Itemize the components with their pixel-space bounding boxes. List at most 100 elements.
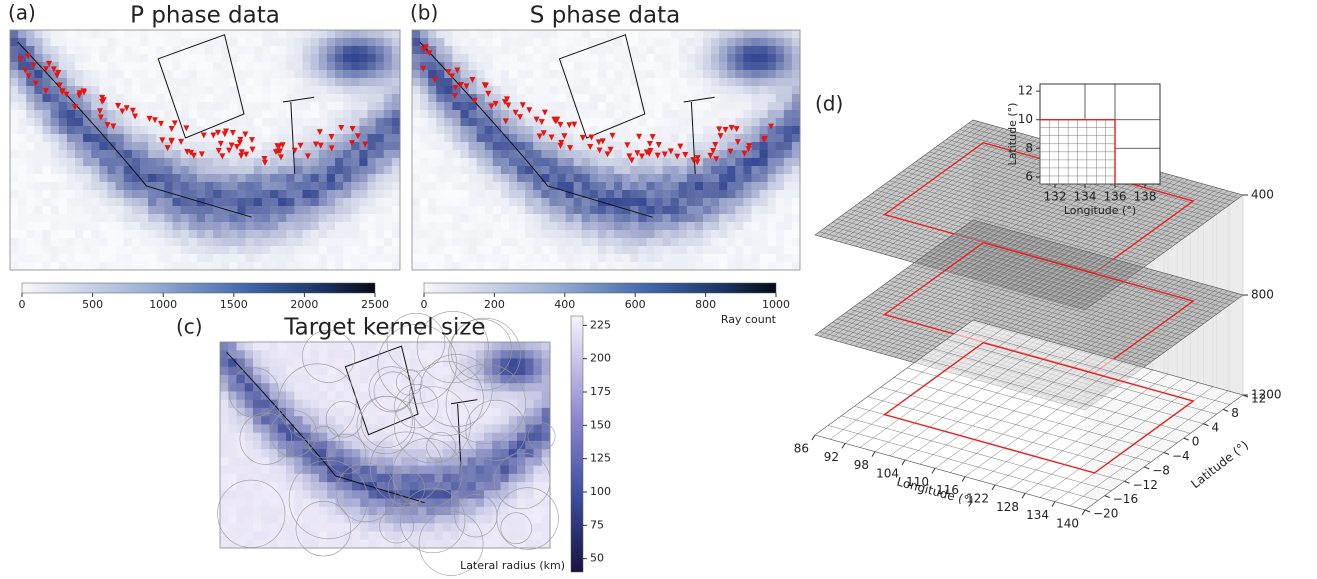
- map-cell: [326, 86, 336, 95]
- map-cell: [335, 262, 344, 271]
- map-cell: [164, 62, 173, 71]
- map-cell: [484, 198, 494, 207]
- map-cell: [228, 515, 237, 524]
- map-cell: [533, 182, 542, 191]
- map-cell: [638, 222, 647, 231]
- map-cell: [269, 432, 279, 442]
- map-cell: [180, 262, 190, 271]
- map-cell: [468, 238, 478, 247]
- map-cell: [58, 30, 68, 39]
- map-cell: [302, 391, 312, 401]
- map-cell: [751, 174, 761, 183]
- map-cell: [26, 102, 35, 111]
- map-cell: [351, 54, 360, 63]
- map-cell: [751, 182, 761, 191]
- map-cell: [375, 166, 385, 175]
- map-cell: [326, 126, 336, 135]
- map-cell: [286, 30, 295, 39]
- station: [588, 134, 595, 141]
- map-cell: [711, 262, 720, 271]
- map-cell: [50, 262, 60, 271]
- map-cell: [638, 246, 647, 255]
- map-cell: [83, 174, 92, 183]
- map-cell: [140, 262, 149, 271]
- map-cell: [630, 158, 639, 167]
- map-cell: [525, 150, 534, 159]
- map-cell: [735, 70, 744, 79]
- map-cell: [492, 190, 502, 199]
- map-cell: [172, 206, 182, 215]
- map-cell: [343, 78, 352, 87]
- map-cell: [533, 342, 543, 351]
- map-cell: [351, 230, 360, 239]
- map-cell: [614, 254, 623, 263]
- map-cell: [492, 214, 502, 223]
- map-cell: [237, 142, 247, 151]
- map-cell: [452, 246, 461, 255]
- map-cell: [614, 94, 623, 103]
- map-cell: [412, 134, 421, 143]
- map-cell: [294, 94, 303, 103]
- map-cell: [638, 46, 647, 55]
- map-cell: [517, 440, 526, 450]
- map-cell: [517, 366, 526, 376]
- map-cell: [245, 158, 255, 167]
- map-cell: [66, 102, 76, 111]
- map-cell: [269, 416, 279, 425]
- slice-grid: [915, 261, 1186, 337]
- map-cell: [253, 399, 262, 409]
- map-cell: [220, 515, 229, 524]
- map-cell: [164, 158, 173, 167]
- map-cell: [759, 38, 769, 47]
- map-cell: [694, 222, 704, 231]
- map-cell: [573, 238, 583, 247]
- map-cell: [196, 158, 206, 167]
- map-cell: [662, 230, 672, 239]
- map-cell: [719, 166, 728, 175]
- colorbar-tick-label: 200: [590, 352, 611, 365]
- map-cell: [442, 374, 452, 384]
- slice-grid: [933, 148, 1204, 224]
- map-cell: [401, 424, 411, 434]
- map-cell: [484, 30, 494, 39]
- map-cell: [42, 150, 52, 159]
- map-cell: [541, 110, 550, 119]
- map-cell: [517, 94, 526, 103]
- station: [451, 93, 458, 100]
- map-cell: [310, 539, 320, 549]
- map-cell: [335, 506, 345, 516]
- map-cell: [172, 190, 182, 199]
- kernel-circle: [239, 412, 292, 465]
- map-cell: [767, 230, 777, 239]
- map-cell: [26, 126, 35, 135]
- map-cell: [638, 238, 647, 247]
- map-cell: [253, 230, 263, 239]
- map-cell: [606, 158, 615, 167]
- map-cell: [436, 182, 445, 191]
- map-cell: [719, 86, 728, 95]
- map-cell: [597, 246, 607, 255]
- map-cell: [261, 110, 271, 119]
- map-cell: [557, 30, 567, 39]
- map-cell: [451, 449, 460, 458]
- map-cell: [75, 166, 84, 175]
- map-cell: [352, 457, 361, 467]
- y-tick: [1163, 452, 1170, 455]
- map-cell: [401, 539, 411, 549]
- map-cell: [670, 46, 680, 55]
- map-cell: [500, 198, 510, 207]
- map-cell: [630, 102, 639, 111]
- map-cell: [335, 102, 344, 111]
- map-cell: [156, 222, 165, 231]
- map-cell: [221, 134, 230, 143]
- map-cell: [302, 498, 312, 508]
- map-cell: [294, 531, 303, 541]
- x-tick-label: 122: [966, 492, 989, 506]
- station: [328, 134, 335, 141]
- map-cell: [459, 342, 468, 351]
- map-cell: [434, 424, 444, 434]
- map-cell: [549, 222, 558, 231]
- map-cell: [751, 214, 761, 223]
- map-cell: [589, 254, 599, 263]
- kernel-circle: [500, 512, 532, 544]
